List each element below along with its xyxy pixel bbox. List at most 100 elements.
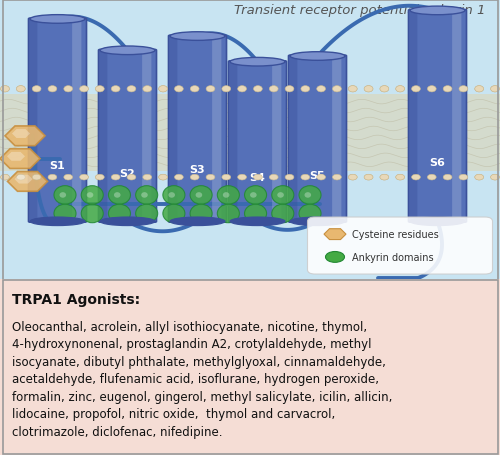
- Ellipse shape: [48, 175, 57, 181]
- Ellipse shape: [190, 175, 199, 181]
- Ellipse shape: [0, 86, 10, 93]
- Ellipse shape: [80, 86, 88, 93]
- Ellipse shape: [64, 86, 72, 93]
- Ellipse shape: [412, 175, 420, 181]
- Ellipse shape: [364, 175, 373, 181]
- Ellipse shape: [158, 175, 168, 181]
- Ellipse shape: [127, 175, 136, 181]
- Ellipse shape: [278, 193, 284, 198]
- Ellipse shape: [86, 193, 94, 198]
- Ellipse shape: [206, 175, 215, 181]
- Ellipse shape: [428, 86, 436, 93]
- Ellipse shape: [304, 193, 311, 198]
- Ellipse shape: [285, 175, 294, 181]
- Ellipse shape: [111, 86, 120, 93]
- Ellipse shape: [111, 175, 120, 181]
- Ellipse shape: [301, 86, 310, 93]
- Ellipse shape: [244, 205, 266, 223]
- Ellipse shape: [0, 175, 10, 181]
- Ellipse shape: [136, 186, 158, 205]
- Ellipse shape: [396, 86, 404, 93]
- Ellipse shape: [230, 217, 285, 226]
- Ellipse shape: [16, 175, 25, 181]
- Ellipse shape: [490, 86, 500, 93]
- Ellipse shape: [111, 86, 120, 93]
- Ellipse shape: [222, 86, 230, 93]
- Ellipse shape: [332, 175, 342, 181]
- Ellipse shape: [64, 175, 72, 181]
- Ellipse shape: [141, 193, 148, 198]
- FancyBboxPatch shape: [290, 58, 298, 221]
- Ellipse shape: [459, 86, 468, 93]
- Ellipse shape: [32, 175, 41, 181]
- Ellipse shape: [316, 175, 326, 181]
- Ellipse shape: [190, 186, 212, 205]
- Text: Oleocanthal, acrolein, allyl isothiocyanate, nicotine, thymol,
4-hydroxynonenal,: Oleocanthal, acrolein, allyl isothiocyan…: [12, 320, 393, 438]
- FancyBboxPatch shape: [230, 64, 237, 221]
- Ellipse shape: [158, 175, 168, 181]
- Ellipse shape: [30, 217, 85, 226]
- Ellipse shape: [475, 175, 484, 181]
- Ellipse shape: [127, 175, 136, 181]
- Ellipse shape: [32, 86, 41, 93]
- Ellipse shape: [412, 86, 420, 93]
- Ellipse shape: [218, 186, 240, 205]
- Ellipse shape: [380, 175, 389, 181]
- Ellipse shape: [96, 175, 104, 181]
- FancyBboxPatch shape: [170, 38, 177, 221]
- Text: S2: S2: [120, 169, 136, 179]
- Ellipse shape: [326, 252, 344, 263]
- Ellipse shape: [254, 86, 262, 93]
- Ellipse shape: [364, 175, 373, 181]
- Ellipse shape: [218, 205, 240, 223]
- Ellipse shape: [299, 205, 321, 223]
- Ellipse shape: [428, 86, 436, 93]
- Ellipse shape: [96, 86, 104, 93]
- FancyBboxPatch shape: [212, 38, 222, 221]
- Text: Cysteine residues: Cysteine residues: [352, 230, 440, 240]
- Ellipse shape: [174, 175, 184, 181]
- Ellipse shape: [100, 217, 155, 226]
- Ellipse shape: [16, 175, 25, 181]
- Ellipse shape: [174, 175, 184, 181]
- Ellipse shape: [396, 175, 404, 181]
- Ellipse shape: [301, 175, 310, 181]
- Ellipse shape: [364, 86, 373, 93]
- Ellipse shape: [206, 86, 215, 93]
- Ellipse shape: [238, 86, 246, 93]
- Ellipse shape: [0, 175, 10, 181]
- Ellipse shape: [143, 175, 152, 181]
- Ellipse shape: [238, 86, 246, 93]
- Ellipse shape: [54, 186, 76, 205]
- Ellipse shape: [272, 186, 294, 205]
- Ellipse shape: [163, 186, 185, 205]
- FancyBboxPatch shape: [228, 62, 286, 222]
- Ellipse shape: [32, 175, 41, 181]
- Ellipse shape: [412, 86, 420, 93]
- Ellipse shape: [316, 175, 326, 181]
- Ellipse shape: [16, 86, 25, 93]
- Ellipse shape: [223, 193, 230, 198]
- Ellipse shape: [428, 175, 436, 181]
- Ellipse shape: [222, 86, 230, 93]
- Ellipse shape: [443, 175, 452, 181]
- Ellipse shape: [96, 86, 104, 93]
- Ellipse shape: [190, 205, 212, 223]
- Ellipse shape: [459, 86, 468, 93]
- Ellipse shape: [136, 205, 158, 223]
- Ellipse shape: [163, 205, 185, 223]
- FancyBboxPatch shape: [408, 10, 467, 222]
- Ellipse shape: [81, 205, 103, 223]
- Ellipse shape: [108, 186, 130, 205]
- Ellipse shape: [285, 86, 294, 93]
- Text: S5: S5: [310, 171, 326, 181]
- Ellipse shape: [270, 175, 278, 181]
- Ellipse shape: [158, 86, 168, 93]
- Ellipse shape: [380, 86, 389, 93]
- Ellipse shape: [316, 86, 326, 93]
- Bar: [0, 95, 500, 172]
- Ellipse shape: [64, 86, 72, 93]
- Ellipse shape: [81, 186, 103, 205]
- Ellipse shape: [412, 175, 420, 181]
- Ellipse shape: [222, 175, 230, 181]
